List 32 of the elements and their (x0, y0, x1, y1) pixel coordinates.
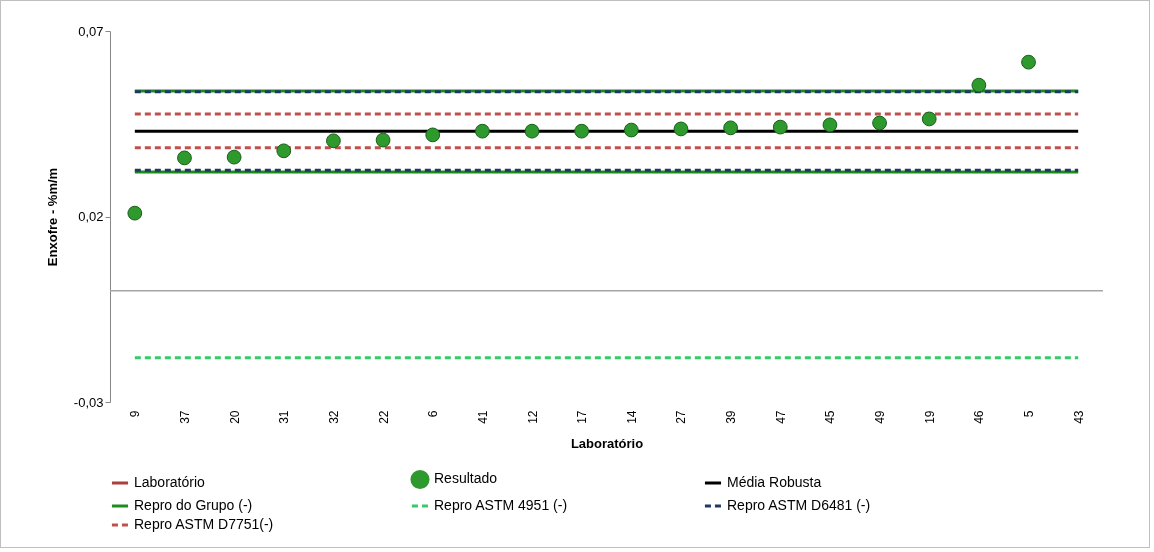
x-tick-label: 12 (525, 410, 540, 424)
legend-label: Média Robusta (727, 474, 822, 490)
x-tick-label: 20 (227, 410, 242, 424)
x-tick-label: 32 (326, 410, 341, 424)
x-tick-label: 9 (128, 410, 143, 418)
x-tick-label: 43 (1071, 410, 1086, 424)
x-tick-label: 19 (922, 410, 937, 424)
x-tick-label: 5 (1022, 410, 1037, 418)
legend-label: Resultado (434, 470, 498, 487)
x-tick-label: 22 (376, 410, 391, 424)
x-tick-label: 6 (426, 410, 441, 418)
x-tick-label: 45 (823, 410, 838, 424)
y-tick-label: 0,07 (78, 23, 104, 39)
x-tick-label: 17 (575, 410, 590, 424)
x-tick-label: 47 (773, 410, 788, 424)
x-tick-label: 14 (624, 410, 639, 424)
legend-label: Repro ASTM 4951 (-) (434, 497, 568, 513)
x-tick-label: 27 (674, 410, 689, 424)
y-tick-label: 0,02 (78, 209, 104, 224)
x-tick-label: 49 (873, 410, 888, 424)
x-axis-title: Laboratório (570, 435, 644, 451)
y-tick-label: -0,03 (73, 394, 104, 410)
x-tick-label: 41 (475, 410, 490, 424)
x-tick-label: 46 (972, 410, 987, 424)
legend-label: Repro ASTM D7751(-) (134, 516, 274, 532)
x-tick-label: 37 (177, 410, 192, 424)
x-tick-label: 39 (724, 410, 739, 424)
y-axis-title: Enxofre - %m/m (44, 167, 60, 267)
legend-label: Repro ASTM D6481 (-) (727, 497, 871, 513)
legend-label: Repro do Grupo (-) (134, 497, 253, 513)
legend-label: Laboratório (134, 474, 206, 490)
x-tick-label: 31 (277, 410, 292, 424)
